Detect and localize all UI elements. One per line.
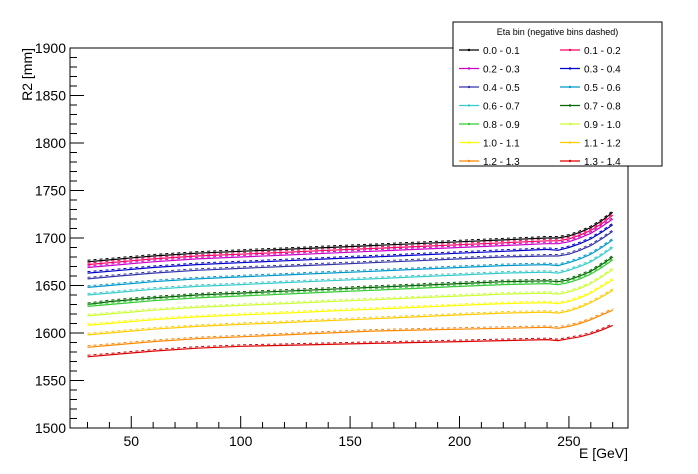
legend-label: 0.2 - 0.3 — [483, 65, 520, 76]
series-layer — [87, 210, 614, 358]
legend-marker — [568, 85, 572, 89]
y-tick-label: 1750 — [35, 183, 66, 199]
legend-marker — [467, 104, 471, 107]
legend-marker — [467, 67, 471, 70]
series-line — [87, 324, 613, 358]
legend-label: 0.6 - 0.7 — [483, 102, 520, 113]
x-tick-label: 250 — [557, 433, 581, 449]
y-tick-label: 1700 — [35, 230, 66, 246]
legend-title: Eta bin (negative bins dashed) — [497, 27, 619, 37]
legend-marker — [467, 159, 471, 163]
series-line-dashed — [87, 237, 613, 287]
legend-label: 0.8 - 0.9 — [483, 120, 520, 131]
series-line-dashed — [87, 210, 614, 261]
series-line — [87, 218, 614, 269]
series-line — [87, 256, 614, 306]
series-line-dashed — [87, 245, 613, 294]
legend-marker — [568, 159, 572, 163]
y-axis-title: R2 [mm] — [19, 48, 35, 101]
x-tick-label: 150 — [338, 433, 362, 449]
legend-label: 1.3 - 1.4 — [584, 157, 621, 168]
x-tick-label: 50 — [123, 433, 139, 449]
legend-marker — [568, 141, 572, 144]
series-line-dashed — [87, 323, 613, 356]
series-line — [87, 268, 614, 317]
legend-label: 0.7 - 0.8 — [584, 102, 621, 113]
legend-label: 0.0 - 0.1 — [483, 46, 520, 57]
y-tick-label: 1900 — [35, 40, 66, 56]
series-line — [87, 247, 614, 296]
x-axis-title: E [GeV] — [579, 445, 628, 461]
legend-marker — [467, 141, 471, 144]
series-line — [87, 224, 614, 274]
legend-items: 0.0 - 0.1 0.1 - 0.2 0.2 - 0.3 0.3 - 0.4 0.4 … — [459, 46, 621, 168]
series-line — [87, 309, 613, 348]
legend: Eta bin (negative bins dashed) 0.0 - 0.1… — [452, 21, 663, 168]
y-tick-label: 1800 — [35, 135, 66, 151]
legend-label: 0.3 - 0.4 — [584, 65, 621, 76]
series-line — [87, 289, 614, 336]
y-tick-label: 1850 — [35, 88, 66, 104]
legend-label: 1.0 - 1.1 — [483, 139, 520, 150]
series-line — [87, 230, 614, 280]
legend-marker — [467, 122, 471, 126]
series-line-dashed — [87, 288, 613, 334]
legend-marker — [568, 122, 572, 126]
y-tick-label: 1550 — [35, 373, 66, 389]
legend-label: 0.9 - 1.0 — [584, 120, 621, 131]
series-line-dashed — [87, 308, 613, 347]
y-tick-label: 1600 — [35, 325, 66, 341]
series-line-dashed — [87, 213, 614, 264]
series-line-dashed — [87, 277, 613, 325]
series-line — [87, 279, 614, 326]
series-line-dashed — [87, 267, 613, 315]
series-line-dashed — [87, 229, 613, 278]
series-line — [87, 214, 614, 266]
series-line-dashed — [87, 217, 613, 267]
series-line — [87, 239, 614, 288]
legend-marker — [467, 85, 471, 89]
legend-label: 0.5 - 0.6 — [584, 83, 621, 94]
legend-marker — [568, 104, 572, 107]
legend-marker — [568, 67, 572, 70]
legend-marker — [568, 48, 572, 52]
legend-box — [452, 21, 663, 167]
legend-label: 1.1 - 1.2 — [584, 139, 621, 150]
legend-marker — [467, 48, 471, 52]
series-line-dashed — [87, 255, 613, 304]
legend-label: 0.4 - 0.5 — [483, 83, 520, 94]
series-line — [87, 259, 614, 307]
legend-label: 1.2 - 1.3 — [483, 157, 520, 168]
series-line — [87, 211, 614, 263]
legend-label: 0.1 - 0.2 — [584, 46, 621, 57]
axis-layer: 1500 1550 1600 1650 1700 1750 1800 1850 1900 50 10… — [35, 40, 614, 449]
x-tick-label: 100 — [229, 433, 253, 449]
y-tick-label: 1500 — [35, 420, 66, 436]
series-line-dashed — [87, 222, 613, 273]
y-tick-label: 1650 — [35, 278, 66, 294]
series-line-dashed — [87, 257, 613, 306]
x-tick-label: 200 — [448, 433, 472, 449]
